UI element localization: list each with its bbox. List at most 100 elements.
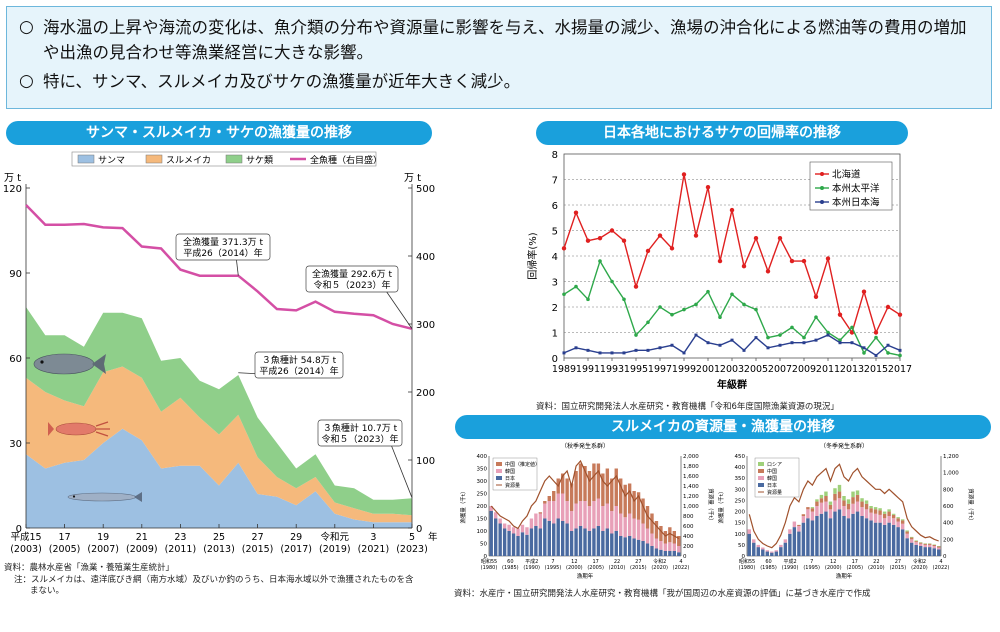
bar-segment-korea [502, 523, 507, 529]
bar-segment-korea [659, 541, 663, 550]
legend-swatch [77, 154, 95, 164]
x-tick-year: (2015) [242, 544, 274, 555]
legend-label: 韓国 [505, 468, 515, 475]
bar-segment-china [828, 504, 833, 510]
bar-segment-china [855, 494, 860, 502]
x-tick-label: 27 [252, 532, 264, 543]
y-tick-label: 1 [552, 329, 558, 340]
data-point [826, 330, 830, 335]
bar-segment-china [538, 512, 543, 514]
bar-segment-japan [498, 523, 502, 556]
bar-segment-korea [529, 518, 534, 529]
bar-segment-china [627, 483, 632, 514]
y-tick-label: 200 [735, 510, 746, 516]
data-point [694, 302, 698, 307]
bar-segment-china [569, 483, 574, 511]
bar-segment-korea [815, 506, 819, 516]
bar-segment-china [801, 514, 806, 516]
y2-tick-label: 200 [416, 388, 435, 399]
data-point [790, 325, 794, 330]
y-tick-label: 50 [480, 542, 487, 548]
x-tick-year: (2009) [126, 544, 158, 555]
bar-segment-korea [783, 539, 788, 543]
data-point [706, 289, 710, 294]
bar-segment-japan [547, 521, 551, 556]
bar-segment-china [677, 536, 681, 546]
bar-segment-korea [788, 529, 792, 534]
bar-segment-korea [592, 501, 596, 529]
bar-segment-japan [783, 542, 788, 556]
bar-segment-korea [752, 539, 756, 543]
bar-segment-japan [605, 528, 610, 556]
x-tick-year: (1990) [782, 565, 799, 571]
y-tick-label: 400 [735, 465, 746, 471]
data-point [645, 248, 651, 254]
x-tick-year: (2010) [868, 565, 885, 571]
data-point [850, 341, 854, 345]
data-point [705, 184, 711, 190]
bar-segment-korea [810, 511, 815, 521]
bar-segment-russia [896, 517, 900, 519]
data-point [802, 341, 806, 345]
squid-chart-source: 資料：水産庁・国立研究開発法人水産研究・教育機構「我が国周辺の水産資源の評価」に… [454, 589, 871, 599]
y-tick-label: 5 [552, 227, 558, 238]
data-point [717, 258, 723, 264]
x-tick-label: 2007 [768, 364, 792, 375]
bar-segment-japan [756, 547, 760, 556]
bar-segment-japan [525, 534, 529, 556]
bar-segment-china [547, 496, 551, 501]
x-tick-label: 平成15 [10, 531, 41, 543]
bar-segment-russia [882, 511, 887, 514]
data-point [826, 333, 830, 337]
data-point [658, 305, 662, 309]
x-tick-year: (2007) [87, 544, 119, 555]
bar-segment-korea [747, 529, 751, 534]
x-tick-label: 17 [59, 532, 71, 543]
bar-segment-korea [583, 501, 587, 529]
data-point [838, 341, 842, 345]
y-tick-label: 120 [3, 184, 22, 195]
bar-segment-japan [846, 518, 851, 556]
legend-swatch [758, 462, 764, 466]
x-tick-label: 1995 [624, 364, 648, 375]
legend-label: 日本 [767, 482, 777, 489]
bar-segment-japan [587, 531, 592, 556]
data-point [633, 284, 639, 289]
bar-segment-korea [842, 506, 846, 516]
data-point [898, 348, 902, 352]
catch-chart-note-cont: まない。 [30, 586, 65, 596]
x-tick-label: 27 [895, 559, 901, 565]
x-tick-label: 2003 [720, 364, 744, 375]
annotation-line2: 平成26（2014）年 [259, 365, 338, 377]
bar-segment-japan [543, 518, 547, 556]
bar-segment-japan [636, 539, 641, 556]
y-tick-label: 2 [552, 303, 558, 314]
bar-segment-korea [864, 509, 869, 519]
data-point [646, 320, 650, 325]
bar-segment-china [873, 509, 878, 514]
bar-segment-china [645, 506, 650, 529]
data-point [801, 258, 807, 264]
return-rate-chart-title: 日本各地におけるサケの回帰率の推移 [536, 121, 908, 145]
y-tick-label: 50 [738, 543, 745, 549]
y-tick-label: 0 [16, 524, 22, 535]
x-tick-label: 1991 [576, 364, 600, 375]
y-tick-label: 30 [9, 439, 22, 450]
bar-segment-russia [819, 494, 824, 499]
bar-segment-russia [891, 513, 896, 515]
bar-segment-japan [855, 511, 860, 556]
data-point [862, 346, 866, 350]
bar-segment-china [601, 473, 605, 506]
y-tick-label: 90 [9, 269, 22, 280]
x-tick-label: 令和2 [653, 558, 666, 565]
bar-segment-korea [878, 514, 882, 523]
bar-segment-japan [937, 549, 941, 556]
data-point [646, 348, 650, 352]
data-point [562, 351, 566, 355]
bar-segment-china [614, 468, 618, 506]
bar-segment-korea [507, 524, 511, 531]
bar-segment-japan [909, 542, 914, 556]
x-tick-year: (2017) [280, 544, 312, 555]
data-point [693, 233, 699, 238]
